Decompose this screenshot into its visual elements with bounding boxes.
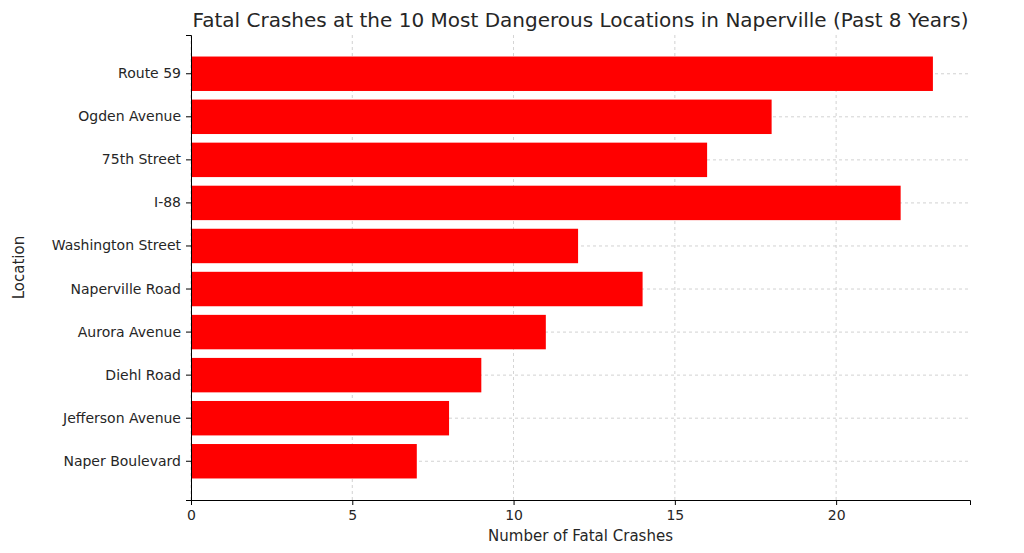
tick-label: Ogden Avenue: [78, 108, 181, 124]
tick: Ogden Avenue: [78, 108, 191, 124]
tick: 20: [828, 500, 846, 523]
tick-label: I-88: [154, 194, 181, 210]
title: Fatal Crashes at the 10 Most Dangerous L…: [193, 8, 969, 32]
bar: [191, 100, 772, 134]
tick-mark: [836, 500, 837, 505]
tick-mark: [186, 159, 191, 160]
x-axis-title: Number of Fatal Crashes: [488, 527, 673, 545]
tick-label: Diehl Road: [105, 367, 181, 383]
tick-label: Naperville Road: [71, 281, 181, 297]
y-axis-title: Location: [10, 236, 28, 299]
tick-mark: [186, 289, 191, 290]
tick-label: 5: [348, 507, 357, 523]
tick: Jefferson Avenue: [62, 410, 191, 426]
bar: [191, 186, 901, 220]
tick: 5: [348, 500, 357, 523]
tick-mark: [186, 332, 191, 333]
tick-label: 20: [828, 507, 846, 523]
bars: [191, 57, 933, 479]
tick-label: Route 59: [118, 65, 181, 81]
tick-mark: [186, 73, 191, 74]
tick-mark: [352, 500, 353, 505]
tick-mark: [186, 461, 191, 462]
tick: I-88: [154, 194, 191, 210]
tick-mark: [186, 375, 191, 376]
tick: 10: [505, 500, 523, 523]
axis-line: [186, 36, 192, 501]
y-axis: Route 59 Ogden Avenue 75th Street I-88 Washi…: [52, 36, 192, 501]
bar: [191, 401, 449, 435]
tick: Washington Street: [52, 237, 191, 253]
tick: 15: [666, 500, 684, 523]
tick-label: Naper Boulevard: [63, 453, 181, 469]
bar: [191, 143, 707, 177]
bar: [191, 57, 933, 91]
tick-label: Aurora Avenue: [78, 324, 181, 340]
tick: Naper Boulevard: [63, 453, 191, 469]
tick: Diehl Road: [105, 367, 191, 383]
tick: 0: [187, 500, 196, 523]
tick-mark: [675, 500, 676, 505]
tick-mark: [186, 245, 191, 246]
tick-label: 10: [505, 507, 523, 523]
axis-line: [192, 501, 971, 506]
tick-mark: [514, 500, 515, 505]
bar: [191, 272, 643, 306]
tick: Route 59: [118, 65, 191, 81]
tick-label: 75th Street: [102, 151, 182, 167]
tick-mark: [186, 202, 191, 203]
tick: Naperville Road: [71, 281, 191, 297]
tick-mark: [186, 116, 191, 117]
tick-mark: [186, 418, 191, 419]
bar: [191, 444, 417, 478]
tick: 75th Street: [102, 151, 191, 167]
tick-label: Washington Street: [52, 237, 182, 253]
tick-label: Jefferson Avenue: [62, 410, 181, 426]
plot: 0 5 10 15 20 Route 59 Ogden Avenue 75th Street I…: [52, 35, 971, 523]
x-axis: 0 5 10 15 20: [187, 500, 970, 523]
bar: [191, 315, 546, 349]
grid-line: [836, 35, 837, 500]
chart: 0 5 10 15 20 Route 59 Ogden Avenue 75th Street I…: [0, 0, 1024, 553]
tick: Aurora Avenue: [78, 324, 191, 340]
bar: [191, 229, 578, 263]
tick-label: 0: [187, 507, 196, 523]
tick-label: 15: [666, 507, 684, 523]
bar: [191, 358, 481, 392]
grid: [191, 35, 970, 500]
